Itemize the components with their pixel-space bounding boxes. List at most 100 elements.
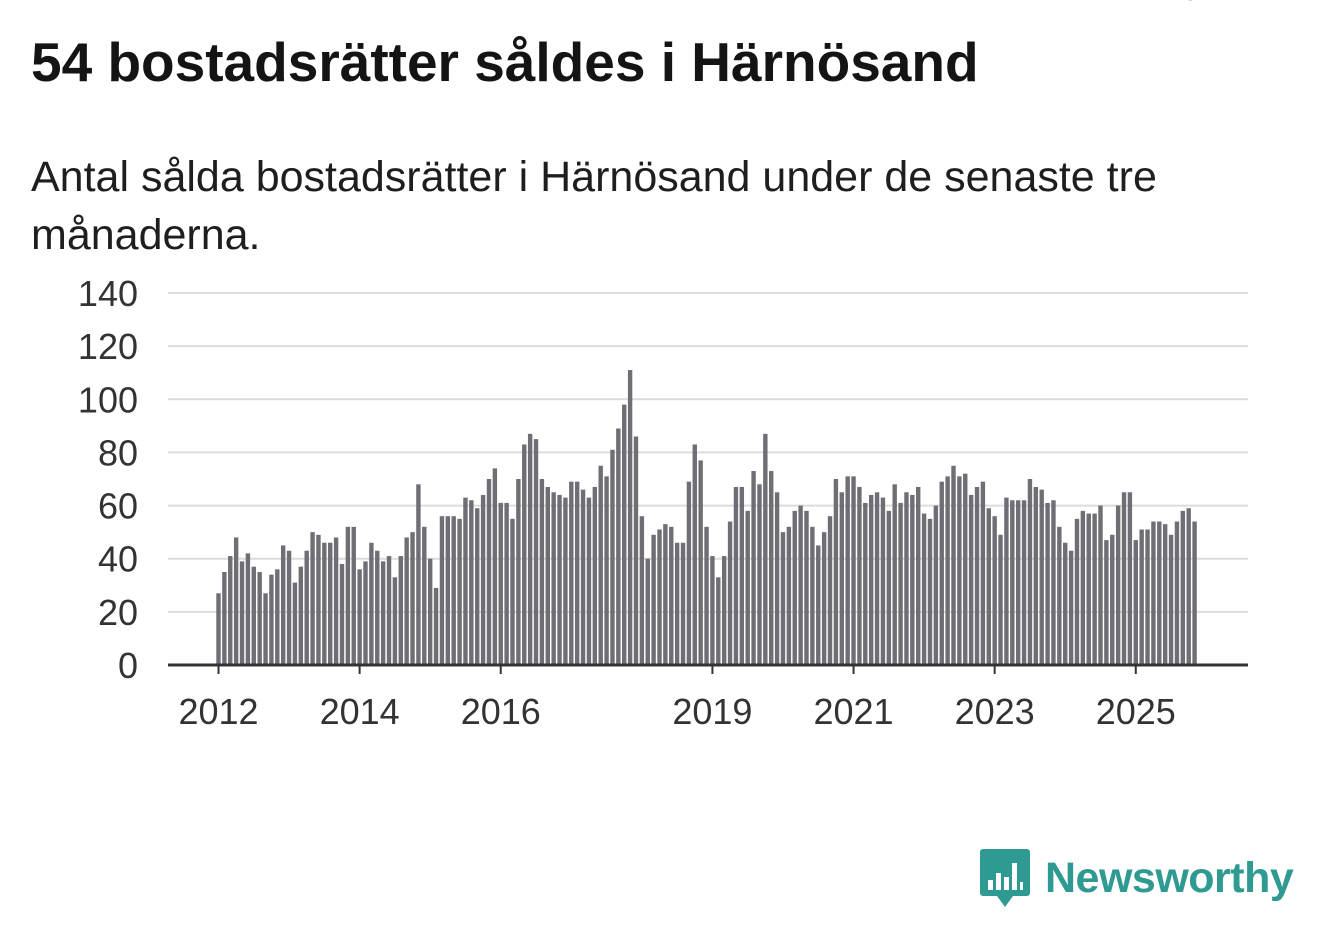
y-tick-label: 140 [78,273,138,314]
bar [904,492,909,665]
bar [427,558,433,665]
bar [704,526,709,665]
bar [845,476,850,665]
bar [369,542,374,665]
bar [392,577,398,665]
bar [739,486,745,665]
bar [851,476,856,665]
bar [839,492,844,665]
bar [316,534,321,665]
bar [286,550,292,665]
bar [433,587,439,665]
bar [1039,489,1044,665]
bar [998,534,1003,665]
bar [480,494,486,665]
bar [1157,521,1162,665]
bar [692,444,697,665]
bar [751,471,756,665]
bar [345,526,351,665]
bar [721,556,727,665]
newsworthy-logo: Newsworthy [979,847,1294,909]
bar [963,473,968,665]
bar [380,561,386,665]
bar [1063,542,1068,665]
bar [269,574,274,665]
bar [216,593,221,665]
bar [804,510,809,665]
bar [1004,497,1009,665]
bar [674,542,680,665]
bar [422,526,427,665]
bar [1033,486,1039,665]
bar [727,521,733,665]
bar [410,532,415,665]
x-tick-label: 2016 [461,691,541,732]
bar [927,518,933,665]
bar [1068,550,1074,665]
data-label-highlight: 54 [1182,0,1218,7]
bar [416,484,421,665]
bar [574,481,580,665]
bar [1133,540,1138,665]
bar [322,542,327,665]
y-tick-label: 100 [78,379,138,420]
bar [886,510,892,665]
bar [816,545,821,665]
bar [527,433,533,665]
bar [563,497,568,665]
bar [363,561,368,665]
bar [939,481,944,665]
bar [504,502,509,665]
bar [786,526,792,665]
bar [222,572,227,665]
bar [974,486,980,665]
bar [716,577,721,665]
bar [498,502,503,665]
bar [257,572,262,665]
bar [880,497,886,665]
bar [1139,529,1144,665]
bar [310,532,315,665]
bar [457,518,462,665]
bar [1115,505,1121,665]
bar [921,513,927,665]
bar [1051,500,1056,665]
bar [1104,540,1109,665]
bar [398,556,403,665]
bar [463,497,468,665]
bar [657,529,662,665]
bar [780,532,786,665]
bar [639,516,645,665]
bar [798,505,803,665]
bars [216,370,1197,665]
bar [351,526,356,665]
bar [1121,492,1127,665]
bar [280,545,286,665]
bar [339,564,345,665]
bar [774,492,780,665]
bar [857,486,862,665]
bar [992,516,997,665]
bar [757,484,762,665]
data-labels: 54 [1179,0,1221,10]
bar [986,508,991,665]
bar [680,542,686,665]
y-tick-label: 80 [98,432,138,473]
bar [522,444,527,665]
y-tick-label: 120 [78,326,138,367]
bar [663,524,668,665]
bar [980,481,986,665]
bar [916,486,921,665]
bar [827,516,833,665]
bar [404,537,409,665]
bar [868,494,874,665]
bar [598,465,603,665]
chart-subtitle: Antal sålda bostadsrätter i Härnösand un… [31,153,1157,260]
bar [469,500,474,665]
bar [228,556,233,665]
bar [439,516,445,665]
bar [810,526,815,665]
y-tick-label: 0 [118,645,138,686]
bar [1074,518,1080,665]
bar [604,476,609,665]
